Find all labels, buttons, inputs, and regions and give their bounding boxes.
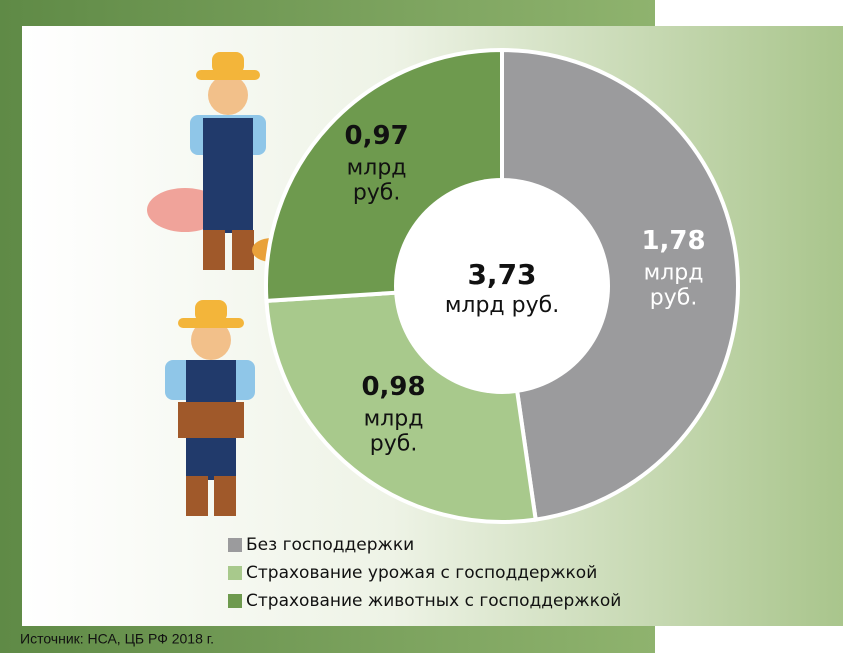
legend-label: Страхование урожая с господдержкой: [246, 563, 597, 583]
center-label: 3,73: [467, 258, 536, 291]
value-unit: млрд: [644, 261, 704, 286]
legend-label: Без господдержки: [246, 535, 414, 555]
source: Источник: НСА, ЦБ РФ 2018 г.: [20, 631, 214, 647]
value-unit: руб.: [353, 180, 401, 205]
legend-swatch: [228, 594, 242, 608]
value-label: 1,78: [641, 226, 705, 256]
value-label: 0,98: [361, 372, 425, 402]
value-label: 0,97: [345, 121, 409, 151]
donut-hole: [394, 178, 610, 394]
farmer-illustration: [165, 300, 255, 516]
legend-swatch: [228, 538, 242, 552]
legend-swatch: [228, 566, 242, 580]
center-unit: млрд руб.: [445, 293, 559, 318]
farmer-illustration: [147, 52, 292, 270]
value-unit: руб.: [650, 286, 698, 311]
legend-label: Страхование животных с господдержкой: [246, 591, 621, 611]
value-unit: млрд: [364, 407, 424, 432]
value-unit: млрд: [347, 155, 407, 180]
value-unit: руб.: [370, 432, 418, 457]
